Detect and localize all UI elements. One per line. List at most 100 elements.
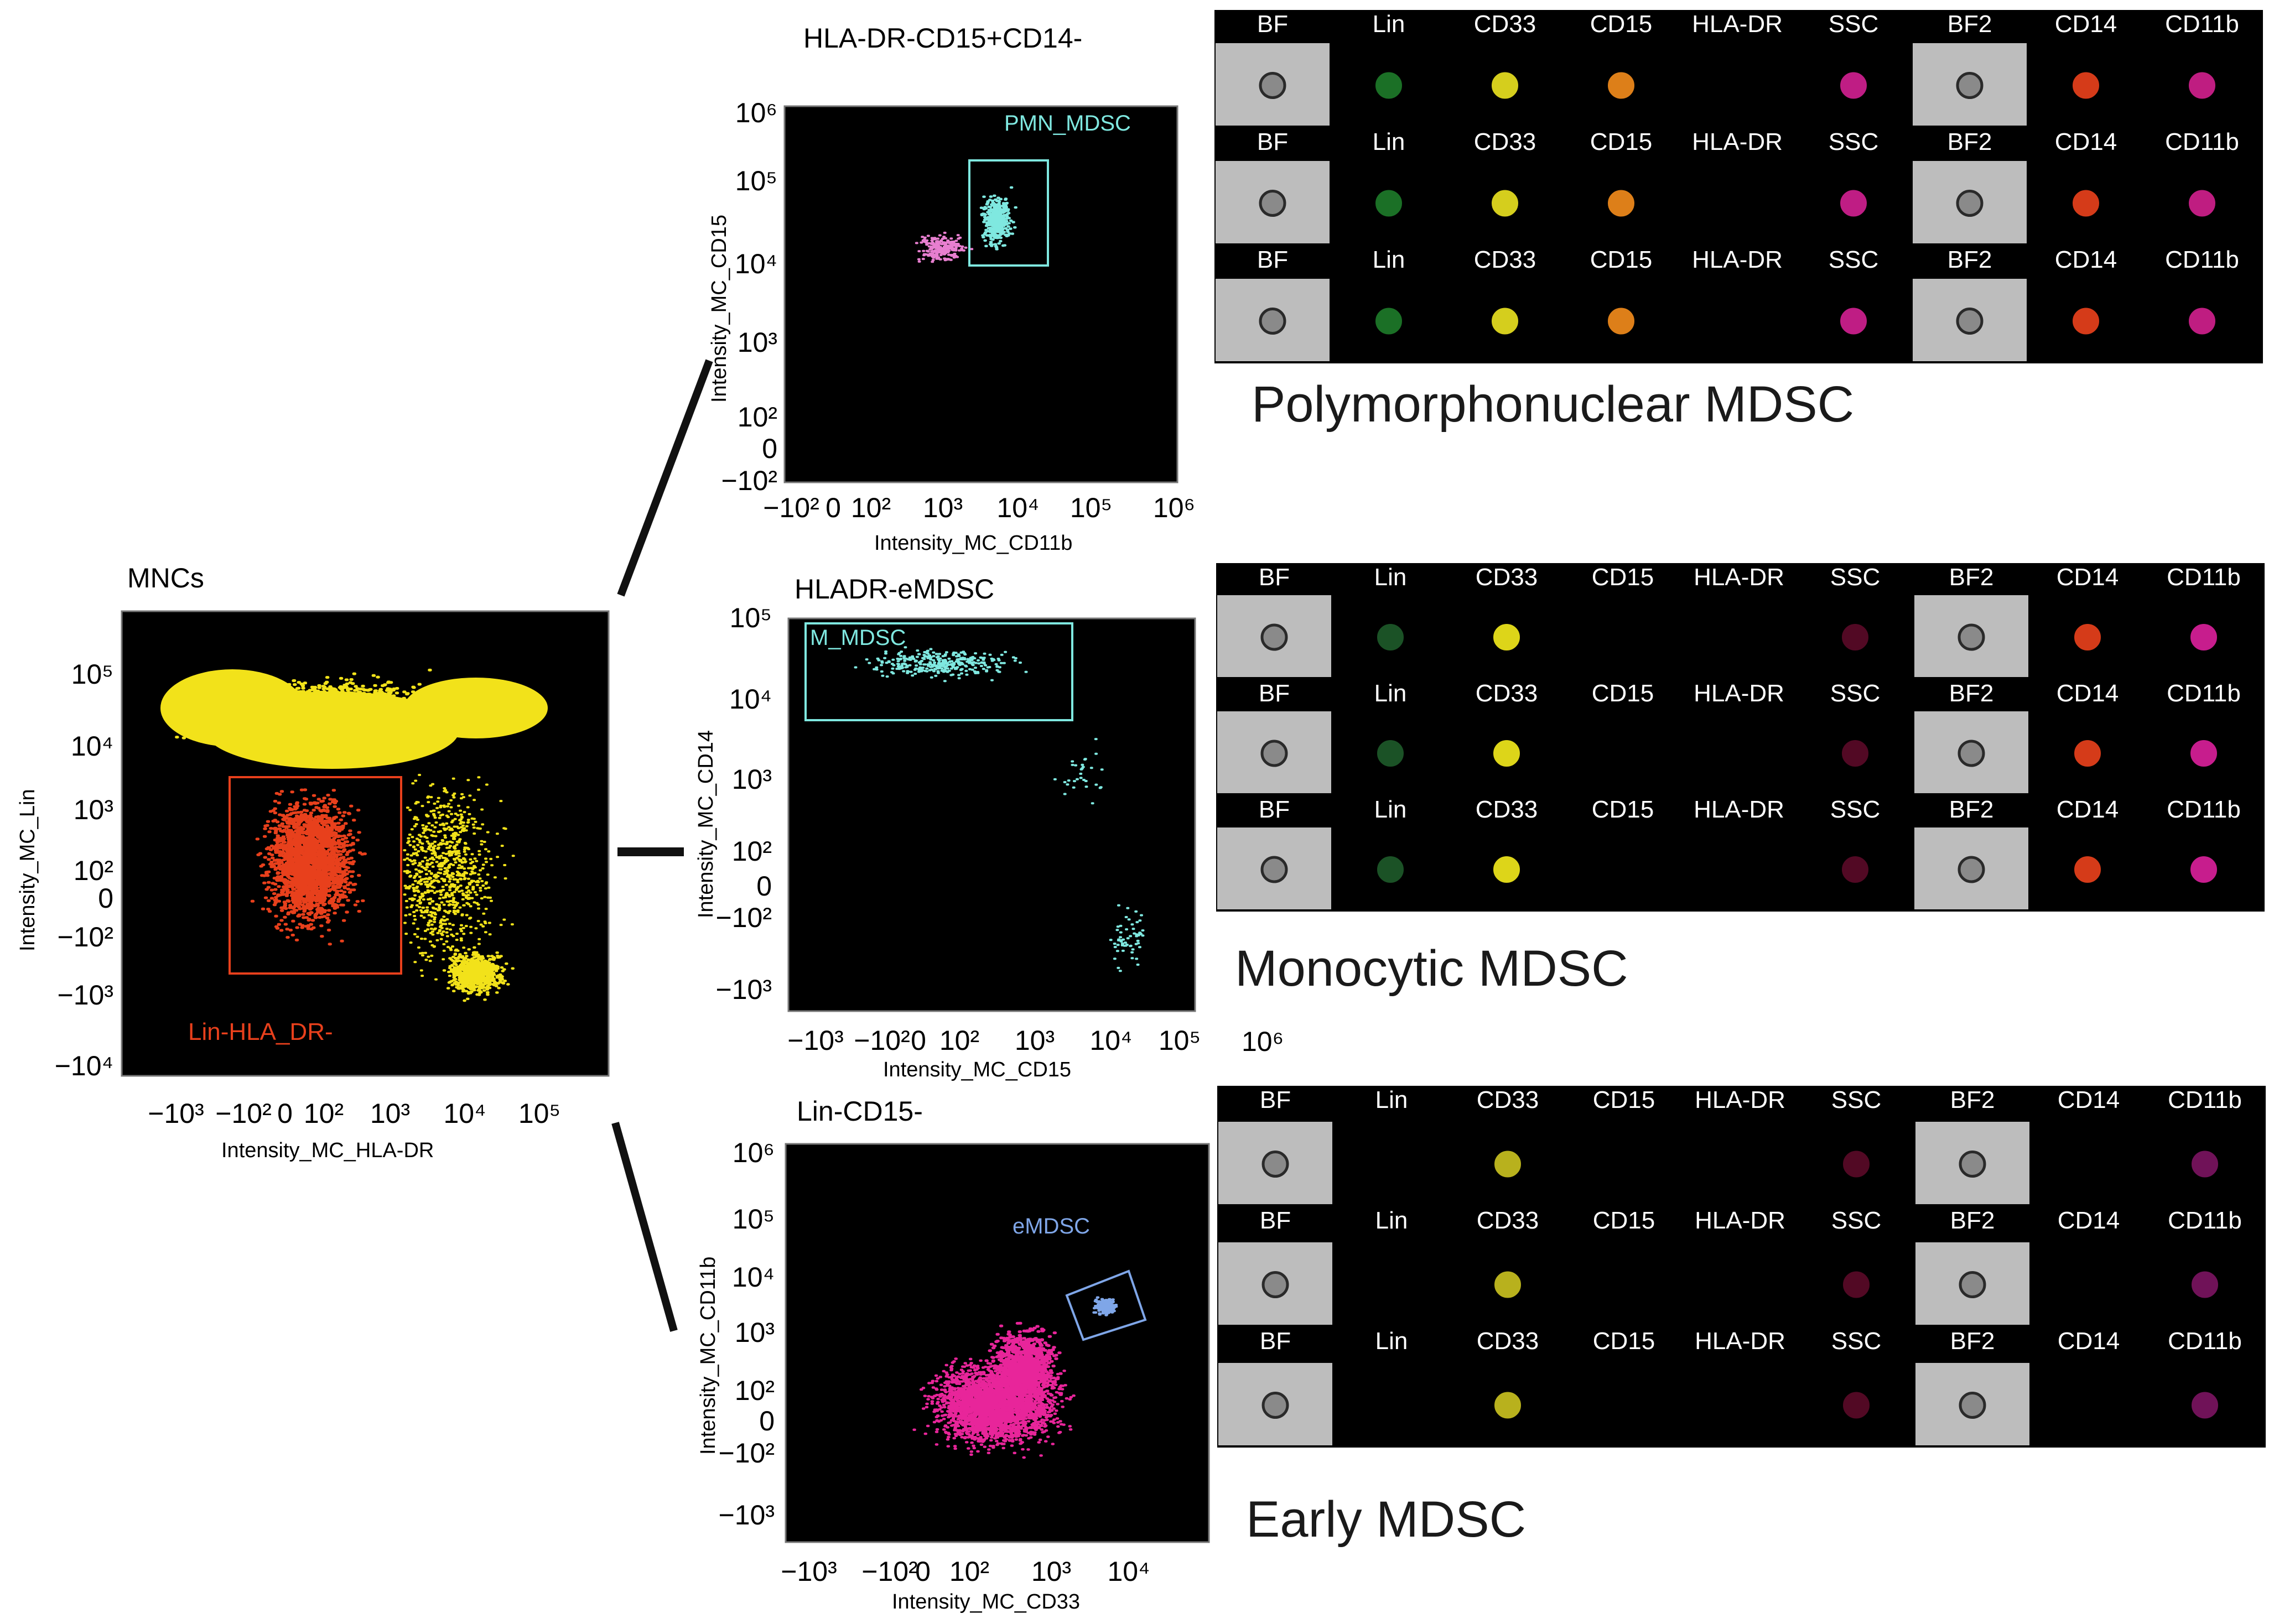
gallery-pmn-channel-header: BF [1257,11,1288,38]
gallery-early-channel-header: BF2 [1950,1086,1995,1113]
gallery-early-background [1217,1086,2266,1448]
gallery-pmn-channel-header: HLA-DR [1692,11,1783,38]
gallery-pmn-channel-header: Lin [1373,128,1405,155]
gallery-early-channel-header: CD33 [1477,1086,1539,1113]
mnc-dot-cloud [169,668,466,757]
gallery-pmn-channel-header: SSC [1829,11,1878,38]
gallery-mono-channel-header: SSC [1830,796,1880,823]
gallery-pmn-channel-header: SSC [1829,246,1878,273]
cell-stain-icon [1842,624,1868,650]
mono-yticks-label: −10³ [716,974,772,1005]
mono-plot-frame [787,617,1196,1012]
gallery-early-channel-header: BF2 [1950,1207,1995,1234]
gallery-mono-channel-header: CD14 [2057,564,2119,591]
cell-stain-icon [1377,624,1404,650]
mnc-x-axis-label: Intensity_MC_HLA-DR [221,1139,434,1162]
cell-brightfield-icon [1956,190,1984,217]
cell-brightfield-icon [1259,190,1286,217]
gallery-mono-channel-header: CD11b [2167,680,2241,707]
cell-brightfield-icon [1958,740,1985,767]
mnc-xticks-label: 10³ [370,1098,410,1129]
gallery-mono-background [1216,563,2265,912]
cell-stain-icon [2074,624,2101,650]
mnc-dot-cloud [442,946,515,1002]
mono-x-axis-label: Intensity_MC_CD15 [883,1058,1071,1081]
cell-brightfield-icon [1261,1151,1289,1178]
pmn-x-axis-label: Intensity_MC_CD11b [874,532,1072,555]
gallery-early-channel-header: HLA-DR [1695,1207,1785,1234]
pmn-xticks-label: 0 [826,492,841,523]
pmn-xticks-label: 10⁵ [1070,492,1112,523]
mono-yticks-label: 0 [756,871,772,902]
cell-brightfield-icon [1958,623,1985,651]
connector-line-pmn [617,359,713,597]
mnc-yticks-label: −10⁴ [55,1050,113,1081]
pmn-plot: HLA-DR-CD15+CD14- PMN_MDSC 10⁶10⁵10⁴10³1… [708,23,1195,555]
early-yticks-label: 10⁴ [732,1262,775,1293]
gallery-early-channel-header: Lin [1375,1207,1408,1234]
cell-stain-icon [2073,308,2099,335]
mnc-yticks-label: 10³ [74,794,113,825]
gallery-early-channel-header: BF [1260,1207,1291,1234]
cell-stain-icon [1843,1271,1870,1298]
cell-stain-icon [1375,190,1402,217]
pmn-yticks-label: −10² [721,465,777,496]
mnc-gate[interactable] [229,776,402,975]
early-xticks-label: 10² [949,1556,989,1587]
cell-stain-icon [1377,740,1404,767]
gallery-pmn-channel-header: CD11b [2165,246,2239,273]
cell-stain-icon [1494,1392,1521,1419]
mono-y-ticks: 10⁵ 10⁴ 10³ 10² 0−10² −10³ [716,602,772,1005]
early-dot-cloud [984,1321,1063,1412]
gallery-pmn-background [1214,10,2263,363]
pmn-gate[interactable] [968,159,1049,267]
gallery-early-channel-header: BF2 [1950,1328,1995,1355]
cell-stain-icon [1842,856,1868,883]
early-dot-cloud [1092,1296,1118,1316]
pmn-yticks-label: 10³ [738,327,777,358]
mono-dot-cloud [1109,904,1145,972]
mono-yticks-label: −10² [716,902,772,933]
cell-stain-icon [1843,1151,1870,1178]
cell-stain-icon [1375,72,1402,99]
gallery-mono-channel-header: Lin [1374,564,1407,591]
gallery-pmn-channel-header: CD11b [2165,11,2239,38]
pmn-dot-cloud [979,186,1017,251]
mono-plot-title: HLADR-eMDSC [795,574,994,605]
mnc-yticks-label: −10³ [58,980,113,1011]
early-xticks-label: −10³ [781,1556,837,1587]
mono-gate[interactable] [804,622,1073,721]
mono-dot-cloud [1053,738,1104,805]
mnc-yticks-label: 10⁵ [71,659,113,690]
gallery-mono-channel-header: BF2 [1949,796,1994,823]
pmn-dot-cloud [915,231,974,263]
pmn-xticks-label: 10⁴ [996,492,1039,523]
gallery-mono-channel-header: CD15 [1592,680,1654,707]
pmn-xticks-label: −10² [763,492,819,523]
pmn-yticks-label: 10⁶ [735,97,777,128]
early-dot-cloud [912,1356,1076,1459]
connector-line-early [611,1122,678,1332]
pmn-plot-title: HLA-DR-CD15+CD14- [803,23,1082,54]
early-dots [912,1296,1118,1459]
caption-mono: Monocytic MDSC [1235,940,1628,997]
early-yticks-label: 0 [759,1406,775,1436]
early-plot: Lin-CD15- eMDSC 10⁶10⁵10⁴10³10²0−10²−10³… [697,1096,1210,1613]
mnc-dense-region [404,678,548,738]
cell-stain-icon [2189,308,2215,335]
early-yticks-label: 10² [735,1375,775,1406]
gallery-early-channel-header: CD14 [2058,1328,2120,1355]
gallery-early-channel-header: CD15 [1593,1086,1655,1113]
early-gate[interactable] [1065,1269,1147,1341]
gallery-pmn-channel-header: BF2 [1948,246,1992,273]
gallery-mono-channel-header: HLA-DR [1694,564,1784,591]
cell-brightfield-icon [1259,308,1286,335]
early-xticks-label: −10² [861,1556,917,1587]
mono-xticks-label: 10³ [1015,1025,1055,1056]
gallery-pmn-channel-header: CD14 [2055,246,2117,273]
cell-stain-icon [1494,1151,1521,1178]
